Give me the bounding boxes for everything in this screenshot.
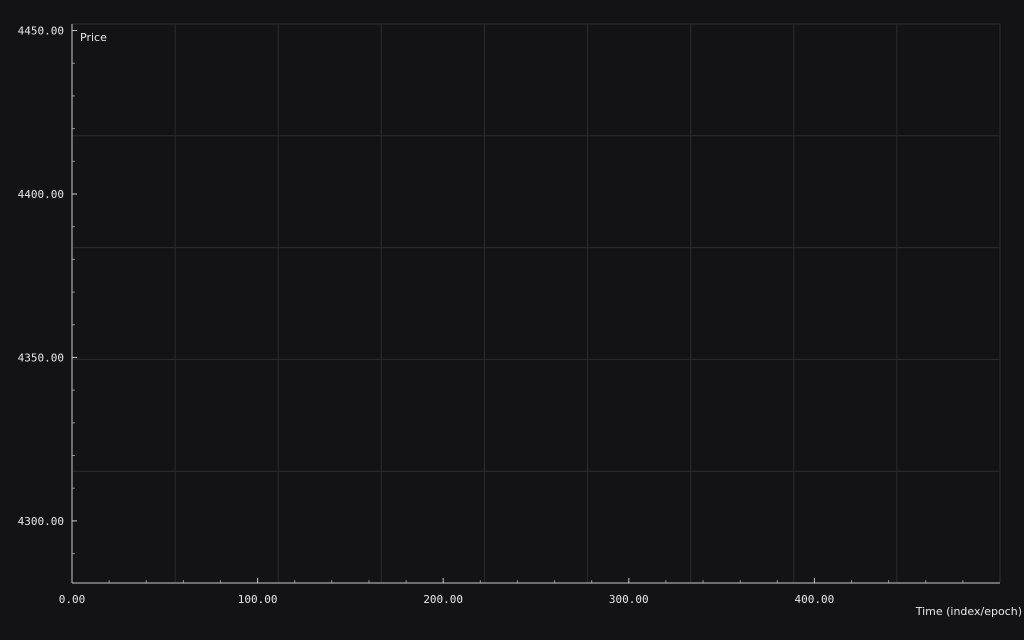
x-tick-label: 200.00 bbox=[423, 593, 463, 606]
y-tick-label: 4350.00 bbox=[18, 351, 64, 364]
axis-ticks bbox=[71, 30, 964, 583]
tick-labels: 0.00 100.00 200.00 300.00 400.00 4300.00 4350.… bbox=[18, 25, 835, 606]
grid-lines bbox=[72, 23, 1001, 583]
x-tick-label: 100.00 bbox=[238, 593, 278, 606]
x-tick-label: 400.00 bbox=[795, 593, 835, 606]
x-tick-label: 0.00 bbox=[59, 593, 86, 606]
y-axis-title: Price bbox=[80, 31, 107, 44]
y-tick-label: 4400.00 bbox=[18, 188, 64, 201]
y-tick-label: 4450.00 bbox=[18, 25, 64, 38]
x-axis-title: Time (index/epoch) bbox=[915, 605, 1022, 618]
x-tick-label: 300.00 bbox=[609, 593, 649, 606]
y-tick-label: 4300.00 bbox=[18, 515, 64, 528]
